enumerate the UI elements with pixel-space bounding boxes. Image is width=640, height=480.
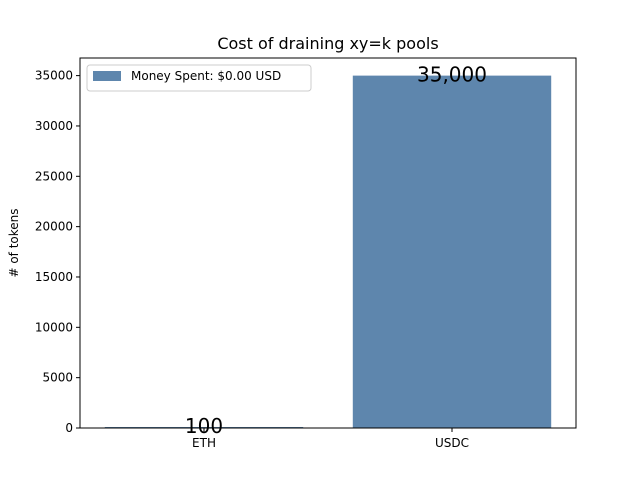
y-tick-label: 30000 [35, 119, 73, 133]
bar-usdc [352, 75, 552, 428]
x-tick-label: ETH [192, 436, 216, 450]
legend-swatch [93, 71, 121, 81]
plot-frame [79, 57, 577, 429]
legend-box [86, 64, 312, 92]
bar-eth [104, 426, 304, 428]
legend: Money Spent: $0.00 USD [86, 64, 312, 92]
y-tick-label: 0 [65, 421, 73, 435]
y-tick-label: 5000 [42, 371, 73, 385]
y-tick-label: 35000 [35, 69, 73, 83]
y-tick-label: 20000 [35, 220, 73, 234]
y-tick-label: 25000 [35, 169, 73, 183]
y-tick-label: 15000 [35, 270, 73, 284]
data-labels-group: 100 35,000 [185, 63, 487, 438]
legend-entry-money-spent: Money Spent: $0.00 USD [131, 69, 281, 83]
x-axis-ticks: ETH USDC [192, 428, 469, 450]
y-axis-ticks: 0 5000 10000 15000 20000 25000 30000 35000 [35, 69, 80, 435]
bars-group [104, 75, 552, 428]
y-tick-label: 10000 [35, 320, 73, 334]
y-axis-label: # of tokens [7, 208, 21, 277]
data-label-usdc: 35,000 [417, 63, 487, 87]
data-label-eth: 100 [185, 414, 223, 438]
x-tick-label: USDC [435, 436, 469, 450]
chart-title: Cost of draining xy=k pools [217, 34, 438, 53]
